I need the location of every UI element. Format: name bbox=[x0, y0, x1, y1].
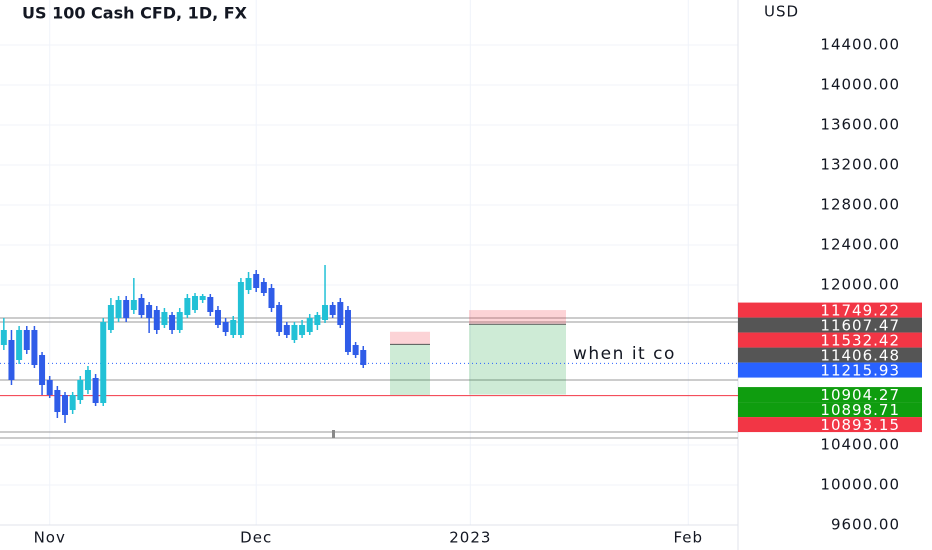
price-tag bbox=[738, 402, 922, 418]
candle-body bbox=[16, 330, 23, 360]
x-tick-label: Nov bbox=[34, 529, 66, 547]
candle-body bbox=[54, 390, 61, 412]
y-tick-label: 10400.00 bbox=[820, 436, 900, 454]
y-tick-label: 12400.00 bbox=[820, 236, 900, 254]
candle-body bbox=[322, 305, 329, 320]
candle-body bbox=[253, 274, 260, 288]
candle-body bbox=[237, 282, 244, 335]
candle-body bbox=[260, 282, 267, 293]
candle-body bbox=[169, 315, 176, 330]
candle-body bbox=[276, 305, 283, 332]
candle-body bbox=[69, 395, 76, 410]
candle-body bbox=[62, 395, 69, 415]
price-tag bbox=[738, 347, 922, 363]
candle-body bbox=[199, 296, 206, 300]
candle-body bbox=[360, 350, 367, 365]
candle-body bbox=[31, 330, 38, 365]
candle-body bbox=[352, 345, 359, 355]
annotation: when it co bbox=[573, 344, 676, 364]
candle-body bbox=[184, 298, 191, 315]
price-tag-label: 10898.71 bbox=[820, 401, 900, 419]
candle-body bbox=[283, 325, 290, 335]
price-tag bbox=[738, 362, 922, 378]
candle-body bbox=[100, 322, 107, 403]
candle-body bbox=[207, 297, 214, 312]
candle-body bbox=[130, 300, 137, 310]
candle-body bbox=[115, 300, 122, 318]
y-tick-label: 14400.00 bbox=[820, 36, 900, 54]
x-tick-label: Feb bbox=[674, 529, 704, 547]
y-tick-label: 13200.00 bbox=[820, 156, 900, 174]
target-zone bbox=[469, 324, 566, 395]
candle-body bbox=[46, 380, 53, 395]
candle-body bbox=[161, 312, 168, 325]
stop-zone bbox=[390, 331, 430, 345]
candle-body bbox=[245, 278, 252, 290]
candle-body bbox=[146, 305, 153, 318]
y-tick-label: 10000.00 bbox=[820, 476, 900, 494]
price-tag-label: 10893.15 bbox=[820, 416, 900, 434]
candle-body bbox=[92, 378, 99, 403]
y-tick-label: 12800.00 bbox=[820, 196, 900, 214]
drawing-lines bbox=[0, 317, 738, 439]
candle-body bbox=[39, 355, 46, 385]
target-zone bbox=[390, 344, 430, 396]
candle-body bbox=[214, 310, 221, 325]
candle-body bbox=[230, 320, 237, 335]
stop-zone bbox=[469, 310, 566, 325]
price-tag-label: 11607.47 bbox=[820, 317, 900, 335]
price-tag bbox=[738, 387, 922, 403]
price-tag-label: 11215.93 bbox=[820, 362, 900, 380]
price-tag bbox=[738, 332, 922, 348]
candle-body bbox=[8, 340, 15, 380]
candle-body bbox=[153, 310, 160, 330]
y-tick-label: 14000.00 bbox=[820, 76, 900, 94]
price-tag bbox=[738, 317, 922, 333]
candle-body bbox=[299, 325, 306, 335]
candle-body bbox=[337, 302, 344, 325]
candle-body bbox=[123, 300, 130, 318]
candle-body bbox=[329, 305, 336, 315]
candle-body bbox=[314, 315, 321, 325]
candle-body bbox=[291, 325, 298, 340]
candle-body bbox=[84, 370, 91, 390]
candle-body bbox=[344, 310, 351, 352]
y-tick-label: 13600.00 bbox=[820, 116, 900, 134]
price-tag-label: 11532.42 bbox=[820, 332, 900, 350]
candle-body bbox=[107, 305, 114, 330]
price-tag bbox=[738, 302, 922, 318]
y-tick-label: 12000.00 bbox=[820, 276, 900, 294]
candle-body bbox=[268, 288, 275, 308]
marker bbox=[332, 430, 335, 438]
candle-body bbox=[306, 318, 313, 332]
candle-body bbox=[138, 298, 145, 315]
candle-body bbox=[23, 330, 30, 350]
chart-title: US 100 Cash CFD, 1D, FX bbox=[22, 4, 248, 23]
x-tick-label: 2023 bbox=[449, 529, 491, 547]
candle-body bbox=[77, 380, 84, 400]
candle-body bbox=[192, 296, 199, 310]
y-tick-label: 9600.00 bbox=[831, 516, 900, 534]
candle-body bbox=[176, 312, 183, 330]
price-tag-label: 11406.48 bbox=[820, 347, 900, 365]
price-tag-label: 10904.27 bbox=[820, 386, 900, 404]
candle-body bbox=[0, 330, 7, 345]
price-tag-label: 11749.22 bbox=[820, 302, 900, 320]
candle-body bbox=[222, 322, 229, 332]
x-tick-label: Dec bbox=[240, 529, 272, 547]
axis-unit: USD bbox=[764, 3, 799, 21]
price-tag bbox=[738, 417, 922, 433]
